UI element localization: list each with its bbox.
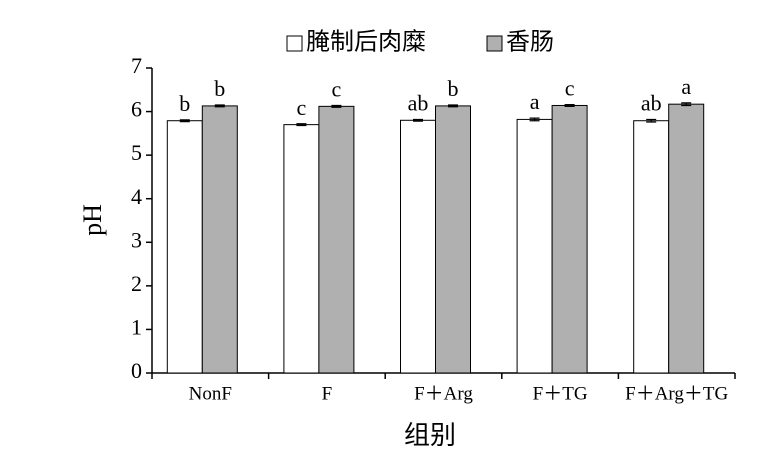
significance-letter: a — [530, 89, 540, 114]
y-tick-label: 6 — [131, 97, 142, 122]
bar — [318, 105, 355, 374]
x-axis-title: 组别 — [404, 421, 456, 450]
y-axis-title: pH — [78, 204, 107, 236]
x-tick-label: F — [322, 383, 333, 404]
y-tick-label: 2 — [131, 271, 142, 296]
error-bar — [529, 117, 540, 122]
bar — [283, 124, 320, 374]
bar — [166, 120, 203, 374]
bar — [551, 104, 588, 374]
significance-letter: c — [565, 76, 575, 101]
significance-letter: ab — [408, 90, 429, 115]
error-bar — [179, 119, 190, 123]
error-bar — [331, 104, 342, 108]
significance-letter: b — [448, 76, 459, 101]
legend-swatch — [286, 35, 303, 52]
bar — [668, 103, 705, 374]
legend-label: 腌制后肉糜 — [306, 29, 426, 56]
error-bar — [681, 102, 692, 107]
legend-swatch — [486, 35, 503, 52]
significance-letter: b — [214, 76, 225, 101]
error-bar — [413, 118, 423, 122]
bar — [201, 105, 238, 374]
significance-letter: b — [179, 91, 190, 116]
bar — [435, 105, 471, 374]
y-tick-label: 4 — [131, 184, 142, 209]
y-tick-label: 0 — [131, 358, 142, 383]
y-tick-label: 7 — [131, 53, 142, 78]
error-bar — [646, 118, 657, 123]
x-tick-label: F＋TG — [533, 383, 588, 404]
significance-letter: ab — [641, 90, 662, 115]
legend-label: 香肠 — [506, 29, 554, 56]
x-tick-label: F＋Arg — [414, 383, 473, 404]
significance-letter: c — [297, 95, 307, 120]
bar — [516, 118, 553, 374]
y-tick-label: 1 — [131, 314, 142, 339]
y-tick-label: 3 — [131, 227, 142, 252]
error-bar — [448, 104, 458, 108]
error-bar — [214, 104, 225, 108]
bar — [400, 119, 436, 374]
x-tick-label: NonF — [189, 383, 232, 404]
error-bar — [564, 104, 575, 107]
significance-letter: c — [332, 77, 342, 102]
y-tick-label: 5 — [131, 140, 142, 165]
significance-letter: a — [681, 74, 691, 99]
bar — [633, 120, 670, 374]
error-bar — [296, 123, 307, 127]
x-tick-label: F＋Arg＋TG — [625, 383, 728, 404]
